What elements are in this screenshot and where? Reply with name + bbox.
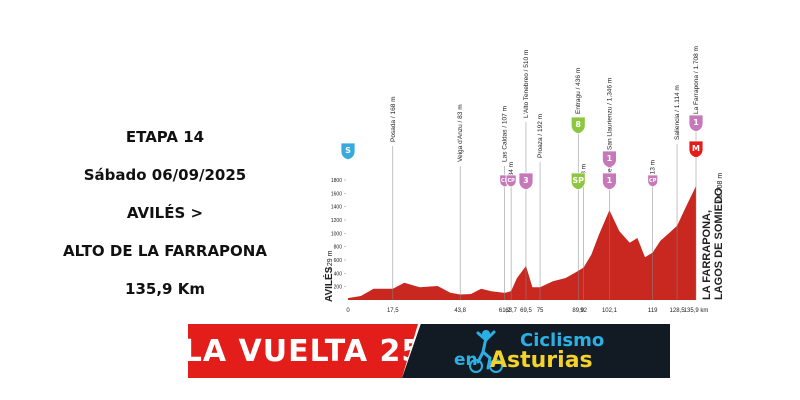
asturias-text: Asturias [490,348,593,373]
badge-label: 1 [607,154,613,163]
banner: LA VUELTA 25 Ciclismo en Asturias [188,324,670,378]
x-tick-label: 0 [346,308,350,314]
en-text: en [454,350,478,370]
badge-label: SP [572,176,584,185]
waypoint-label: 713 m [650,160,657,178]
badge-label: CP [649,178,657,184]
stage-info: ETAPA 14 Sábado 06/09/2025 AVILÉS > ALTO… [40,118,290,308]
x-tick-label: 61,2 [499,308,511,314]
y-tick-label: 200 [334,285,343,291]
waypoint-label: Proaza / 192 m [537,114,544,158]
start-altitude: / 29 m [327,250,334,270]
climb-badge: 1 [602,172,617,191]
y-tick-label: 400 [334,271,343,277]
stage-title: ETAPA 14 [125,128,205,146]
x-tick-label: 63,7 [505,308,517,314]
waypoint-labels: Posada / 168 m Veiga d'Anzu / 83 m Las Cal… [390,46,700,182]
badge-label: CP [507,178,515,184]
badge-label: 8 [575,120,581,129]
x-tick-label: 128,5 [670,308,686,314]
climb-badge: S [340,142,356,161]
badge-label: 1 [693,118,699,127]
waypoint-label: Puerto de San Llaurienzu / 1.346 m [606,78,613,180]
x-tick-label: 75 [537,308,544,314]
y-tick-label: 800 [334,245,343,251]
climb-badge: 1 [688,114,704,133]
climb-badge: 8 [570,116,586,135]
waypoint-label: Saliencia / 1.114 m [674,85,681,140]
y-tick-label: 1600 [331,191,342,197]
elevation-area [348,186,696,300]
x-tick-label: 43,8 [454,308,466,314]
climb-badge: M [688,140,704,159]
finish-label-1: LA FARRAPONA, [701,210,713,300]
climb-badge: CP [505,174,517,188]
y-tick-label: 1000 [331,231,342,237]
climb-badge: CP [647,174,659,188]
x-tick-label: 92 [580,308,587,314]
y-tick-label: 1400 [331,205,342,211]
waypoint-label: Veiga d'Anzu / 83 m [457,104,464,162]
x-tick-label: 69,5 [520,308,532,314]
badge-label: 1 [607,176,613,185]
cyclist-icon [469,330,503,373]
waypoint-label: Entragu / 436 m [575,68,582,114]
x-tick-label: 119 [648,308,658,314]
stage-date: Sábado 06/09/2025 [83,166,247,184]
la-vuelta-text: LA VUELTA 25 [182,333,424,369]
waypoint-label: L'Alto Tenebreo / 510 m [523,50,530,118]
waypoint-lines [392,118,697,300]
x-tick-label: 17,5 [387,308,399,314]
y-tick-label: 600 [334,258,343,264]
stage-distance: 135,9 Km [125,280,205,298]
y-tick-label: 1800 [331,178,342,184]
climb-badge: 1 [602,150,617,169]
climb-badge: SP [570,172,586,191]
ciclismo-asturias-logo: Ciclismo en Asturias [402,324,670,378]
finish-label-2: LAGOS DE SOMIEDO [713,187,725,300]
badge-label: 3 [523,176,529,185]
waypoint-label: Posada / 168 m [390,96,397,142]
climb-badges: S CP 3 SP 1 CP 1 M 8 1 CP [340,114,704,191]
la-vuelta-logo: LA VUELTA 25 [188,324,418,378]
waypoint-label: Las Caldas / 107 m [502,106,509,162]
stage-destination: ALTO DE LA FARRAPONA [63,242,267,260]
x-tick-label: 102,1 [602,308,618,314]
ciclismo-text: Ciclismo [520,330,605,351]
elevation-profile: 1800 1600 1400 1200 1000 800 600 400 200 Posada … [322,46,725,314]
finish-altitude: / 1.708 m [717,173,724,202]
x-tick-label: 89,9 [572,308,584,314]
start-label: AVILÉS [322,266,335,302]
badge-label: S [345,146,351,155]
badge-label: CP [501,178,509,184]
x-axis: 0 17,5 43,8 61,263,7 69,5 75 89,992 102,1 119 128… [346,308,708,314]
climb-badge: 3 [518,172,534,191]
x-tick-label: 135,9 km [684,308,709,314]
y-tick-label: 1200 [331,218,342,224]
stage-origin: AVILÉS > [126,204,204,222]
y-axis: 1800 1600 1400 1200 1000 800 600 400 200 [331,178,346,291]
waypoint-label: 134 m [508,162,515,180]
waypoint-label: La Farrapona / 1.708 m [693,46,700,114]
badge-label: M [692,144,700,153]
